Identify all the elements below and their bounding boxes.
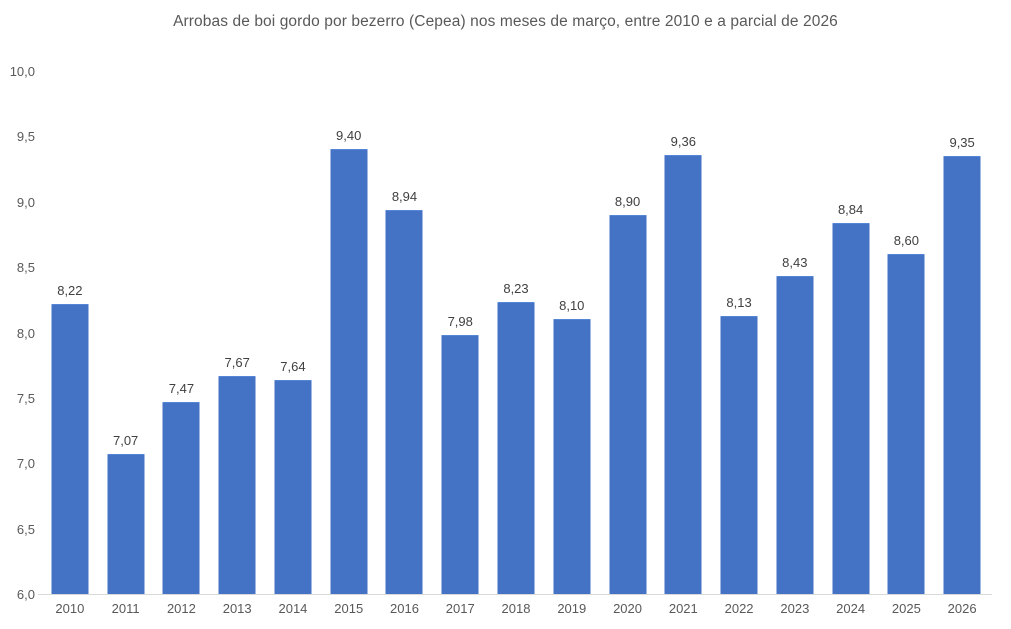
y-tick-label: 10,0 bbox=[9, 64, 35, 79]
bar-value-label: 7,67 bbox=[224, 354, 250, 370]
bar bbox=[664, 154, 702, 595]
bar bbox=[943, 156, 981, 595]
bar-slot: 7,64 bbox=[265, 72, 321, 595]
x-tick-label: 2023 bbox=[780, 601, 810, 616]
y-tick-label: 9,0 bbox=[16, 194, 35, 210]
x-tick-label: 2024 bbox=[836, 601, 866, 616]
bar bbox=[441, 335, 479, 595]
bar-value-label: 8,60 bbox=[893, 233, 920, 249]
bar-slot: 9,40 bbox=[321, 72, 377, 595]
x-tick-label: 2025 bbox=[891, 601, 921, 616]
y-tick-label: 9,5 bbox=[16, 129, 35, 145]
y-axis: 10,0 9,5 9,0 8,5 8,0 7,5 7,0 6,5 6,0 bbox=[0, 0, 35, 629]
x-tick-label: 2021 bbox=[668, 601, 698, 616]
bar-value-label: 9,35 bbox=[949, 135, 975, 150]
x-tick-label: 2013 bbox=[222, 601, 252, 616]
bar-slot: 9,35 bbox=[934, 72, 990, 595]
bar-slot: 7,67 bbox=[209, 72, 265, 595]
y-tick-label: 7,5 bbox=[16, 390, 35, 406]
x-tick-label: 2012 bbox=[166, 601, 196, 616]
bar-slot: 8,13 bbox=[711, 72, 767, 595]
y-tick-label: 6,5 bbox=[16, 521, 35, 537]
bar-value-label: 8,90 bbox=[614, 193, 641, 209]
bar-value-label: 8,94 bbox=[391, 188, 418, 204]
x-tick-label: 2017 bbox=[445, 601, 475, 616]
bar-value-label: 9,40 bbox=[336, 128, 362, 144]
bar-slot: 8,94 bbox=[377, 72, 433, 595]
x-tick-label: 2020 bbox=[613, 601, 642, 616]
x-tick-label: 2026 bbox=[947, 601, 977, 616]
bar-value-label: 9,36 bbox=[670, 133, 696, 149]
x-tick-label: 2016 bbox=[390, 601, 419, 616]
x-tick-label: 2018 bbox=[501, 601, 531, 616]
bar-slot: 7,98 bbox=[432, 72, 488, 595]
bar bbox=[107, 454, 145, 595]
bar-value-label: 8,84 bbox=[837, 201, 864, 217]
bar-value-label: 8,22 bbox=[57, 282, 83, 298]
x-tick-label: 2022 bbox=[724, 601, 754, 616]
bar-value-label: 7,64 bbox=[280, 358, 306, 374]
bar-slot: 7,47 bbox=[154, 72, 210, 595]
bar-value-label: 8,43 bbox=[782, 255, 808, 271]
x-tick-label: 2015 bbox=[334, 601, 364, 616]
bar bbox=[609, 214, 647, 595]
bars-row: 8,22 7,07 7,47 7,67 7,64 9,40 8,94 7,98 … bbox=[42, 72, 990, 595]
bar-slot: 8,10 bbox=[544, 72, 600, 595]
bar-slot: 8,60 bbox=[878, 72, 934, 595]
bar-slot: 8,43 bbox=[767, 72, 823, 595]
bar-value-label: 8,13 bbox=[726, 294, 752, 310]
bar bbox=[162, 401, 200, 595]
bar bbox=[218, 375, 256, 595]
bar-value-label: 8,23 bbox=[503, 281, 529, 297]
chart-title: Arrobas de boi gordo por bezerro (Cepea)… bbox=[173, 13, 838, 30]
x-axis-line bbox=[38, 594, 992, 595]
bar bbox=[51, 303, 89, 595]
y-tick-label: 8,0 bbox=[16, 325, 35, 341]
bar-slot: 8,23 bbox=[488, 72, 544, 595]
bar-slot: 9,36 bbox=[655, 72, 711, 595]
x-tick-label: 2019 bbox=[557, 601, 587, 616]
x-tick-label: 2011 bbox=[111, 601, 140, 616]
bar bbox=[330, 149, 368, 595]
bar-slot: 7,07 bbox=[98, 72, 154, 595]
bar-value-label: 7,47 bbox=[168, 380, 195, 396]
bar-slot: 8,90 bbox=[600, 72, 656, 595]
plot-area: 8,22 7,07 7,47 7,67 7,64 9,40 8,94 7,98 … bbox=[42, 72, 990, 595]
bar-value-label: 8,10 bbox=[559, 298, 585, 314]
y-tick-label: 8,5 bbox=[16, 260, 35, 276]
x-tick-label: 2010 bbox=[55, 601, 85, 616]
bar bbox=[720, 315, 758, 595]
bar bbox=[385, 209, 423, 595]
bar-value-label: 7,07 bbox=[112, 433, 139, 449]
y-tick-label: 7,0 bbox=[16, 456, 35, 472]
bar bbox=[776, 276, 814, 595]
bar-value-label: 7,98 bbox=[447, 314, 473, 330]
bar-slot: 8,22 bbox=[42, 72, 98, 595]
bar bbox=[553, 319, 591, 595]
bar bbox=[274, 379, 312, 595]
y-tick-label: 6,0 bbox=[16, 587, 35, 602]
x-axis-labels: 2010 2011 2012 2013 2014 2015 2016 2017 2018 2019… bbox=[42, 601, 990, 616]
bar bbox=[887, 254, 925, 595]
x-tick-label: 2014 bbox=[278, 601, 308, 616]
bar bbox=[832, 222, 870, 595]
bar bbox=[497, 302, 535, 595]
bar-slot: 8,84 bbox=[823, 72, 879, 595]
